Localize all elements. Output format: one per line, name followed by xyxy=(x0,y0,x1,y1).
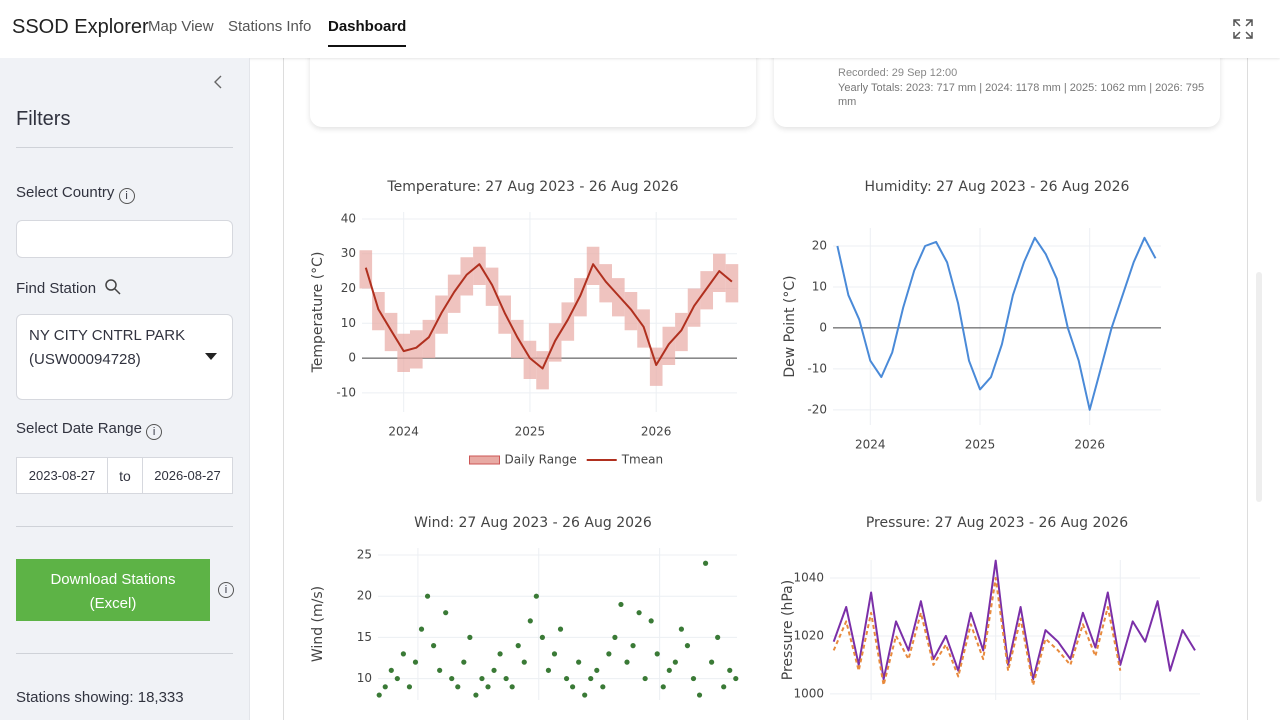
label-text: Find Station xyxy=(16,280,97,297)
brand[interactable]: SSOD Explorer xyxy=(12,16,149,38)
card-recorded: Recorded: 29 Sep 12:00 xyxy=(838,67,958,79)
filters-title: Filters xyxy=(16,108,71,130)
scrollbar[interactable] xyxy=(1256,272,1262,502)
info-icon[interactable]: i xyxy=(218,582,234,598)
card-yearly: Yearly Totals: 2023: 717 mm | 2024: 1178… xyxy=(838,82,1205,108)
fullscreen-icon[interactable] xyxy=(1232,18,1254,40)
collapse-icon[interactable] xyxy=(212,74,224,90)
label: Select Date Range i xyxy=(16,420,163,440)
tab-active[interactable]: Dashboard xyxy=(328,18,407,47)
search-icon xyxy=(105,279,121,295)
date-to[interactable]: 2026-08-27 xyxy=(142,458,232,493)
caret xyxy=(205,353,217,360)
download-button[interactable]: Download Stations (Excel) xyxy=(16,559,210,621)
station-select[interactable]: NY CITY CNTRL PARK (USW00094728) xyxy=(16,314,233,400)
download-text: Download Stations (Excel) xyxy=(50,571,176,612)
label: Select Country i xyxy=(16,184,135,204)
label-text: Select Country xyxy=(16,184,115,201)
stations-count: Stations showing: 18,333 xyxy=(16,689,184,706)
sidebar: Filters Select Country i Find Station NY… xyxy=(0,58,250,720)
info-icon[interactable]: i xyxy=(118,188,135,204)
date-from[interactable]: 2023-08-27 xyxy=(17,458,108,493)
main-container xyxy=(283,58,1248,720)
date-sep: to xyxy=(119,467,131,484)
date-range: 2023-08-27 to 2026-08-27 xyxy=(16,457,233,494)
station-value: NY CITY CNTRL PARK (USW00094728) xyxy=(29,327,186,368)
tab[interactable]: Map View xyxy=(148,18,214,35)
info-icon[interactable]: i xyxy=(146,424,163,440)
label: Find Station xyxy=(16,278,122,297)
tab[interactable]: Stations Info xyxy=(228,18,312,35)
label-text: Select Date Range xyxy=(16,420,142,437)
country-input[interactable] xyxy=(16,220,233,258)
navbar: SSOD Explorer Map View Stations Info Das… xyxy=(0,0,1280,58)
